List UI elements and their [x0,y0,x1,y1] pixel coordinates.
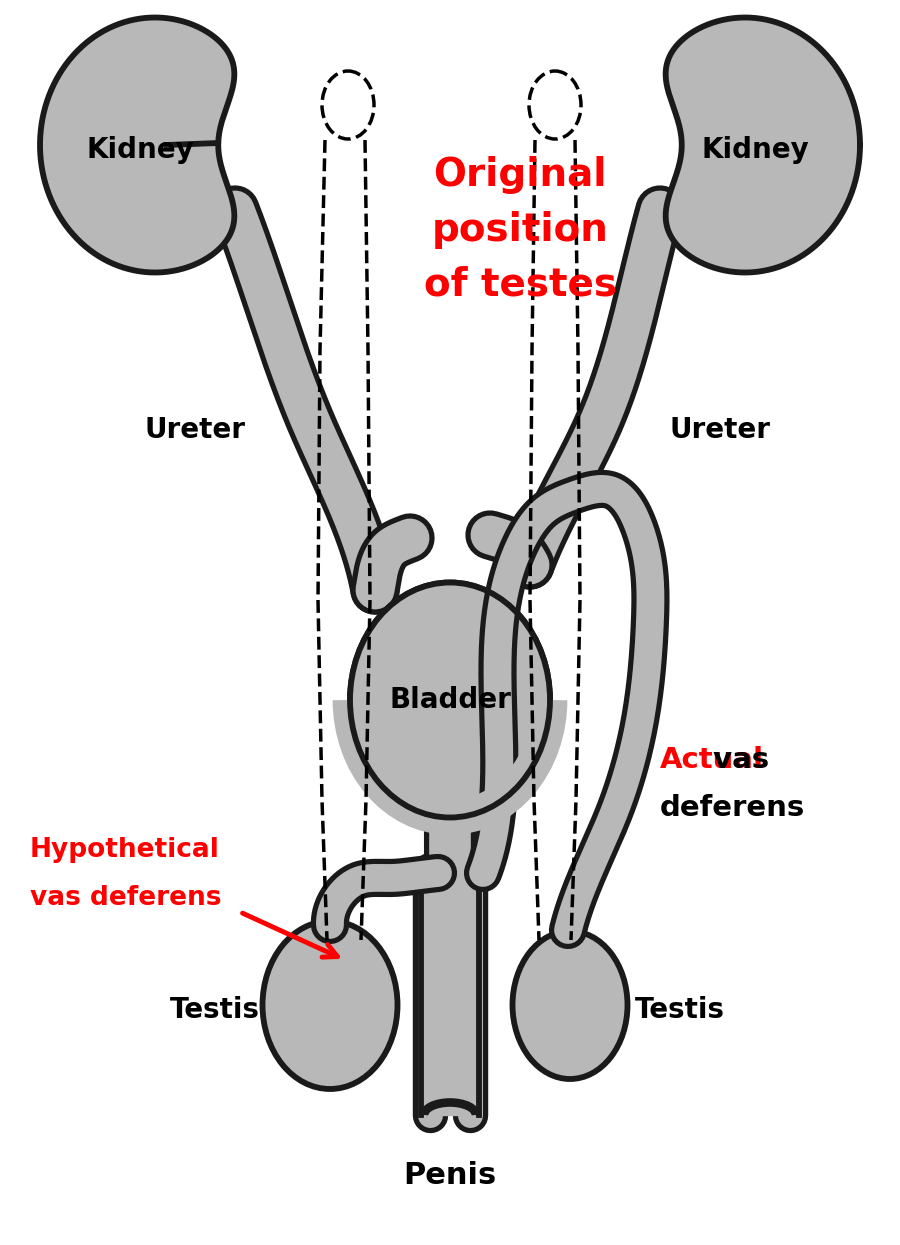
Text: Bladder: Bladder [389,686,511,713]
Text: of testes: of testes [424,266,616,304]
Text: Ureter: Ureter [670,416,770,444]
Ellipse shape [263,921,398,1089]
Polygon shape [40,17,234,273]
Text: Ureter: Ureter [145,416,246,444]
Text: Actual: Actual [660,746,764,774]
Polygon shape [666,17,860,273]
Text: Kidney: Kidney [86,136,194,164]
Text: vas: vas [703,746,770,774]
Ellipse shape [512,931,627,1079]
Text: deferens: deferens [660,794,806,822]
Text: Kidney: Kidney [701,136,809,164]
Text: Original: Original [433,156,607,194]
Ellipse shape [350,583,550,818]
Ellipse shape [350,583,550,818]
Text: Testis: Testis [635,996,725,1023]
Text: position: position [432,210,608,249]
Text: vas deferens: vas deferens [30,885,221,911]
Text: Testis: Testis [170,996,260,1023]
Text: Hypothetical: Hypothetical [30,837,220,863]
Text: Penis: Penis [403,1160,497,1189]
